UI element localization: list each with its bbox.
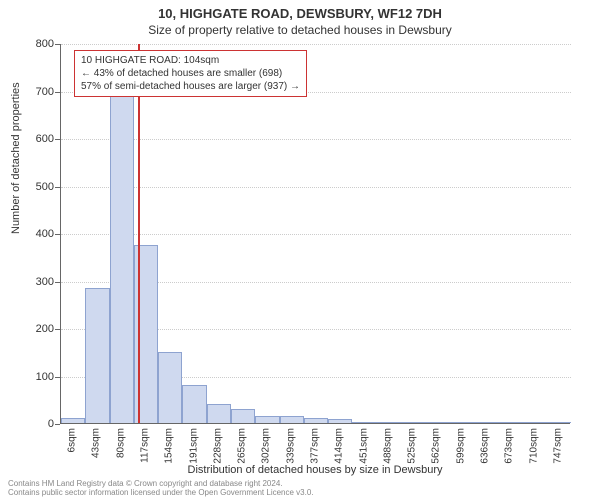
y-tick-label: 100 — [14, 371, 54, 383]
histogram-bar — [85, 288, 109, 423]
property-marker-line — [138, 44, 140, 423]
histogram-bar — [231, 409, 255, 423]
histogram-bar — [158, 352, 182, 423]
histogram-bar — [522, 422, 546, 423]
histogram-bar — [352, 422, 376, 423]
x-tick-label: 191sqm — [188, 428, 199, 464]
x-tick-label: 339sqm — [285, 428, 296, 464]
x-tick-label: 6sqm — [67, 428, 78, 452]
plot-region — [60, 44, 570, 424]
y-tick-label: 300 — [14, 276, 54, 288]
annotation-line: 57% of semi-detached houses are larger (… — [81, 80, 300, 93]
footer-line-2: Contains public sector information licen… — [8, 488, 314, 498]
x-tick-label: 414sqm — [334, 428, 345, 464]
histogram-bar — [498, 422, 522, 423]
x-tick-label: 228sqm — [212, 428, 223, 464]
histogram-bar — [377, 422, 401, 423]
x-tick-label: 636sqm — [480, 428, 491, 464]
x-tick-label: 673sqm — [504, 428, 515, 464]
histogram-bar — [425, 422, 449, 423]
histogram-bar — [328, 419, 352, 423]
y-tick-label: 200 — [14, 323, 54, 335]
histogram-bar — [182, 385, 206, 423]
y-tick-label: 0 — [14, 418, 54, 430]
histogram-bar — [304, 418, 328, 423]
histogram-bar — [474, 422, 498, 423]
x-tick-label: 302sqm — [261, 428, 272, 464]
x-tick-label: 80sqm — [115, 428, 126, 458]
footer-line-1: Contains HM Land Registry data © Crown c… — [8, 479, 314, 489]
histogram-bar — [61, 418, 85, 423]
x-tick-label: 43sqm — [91, 428, 102, 458]
x-axis-label: Distribution of detached houses by size … — [60, 464, 570, 476]
annotation-line: ← 43% of detached houses are smaller (69… — [81, 67, 300, 80]
chart-title-sub: Size of property relative to detached ho… — [0, 21, 600, 37]
x-tick-label: 747sqm — [552, 428, 563, 464]
histogram-bar — [207, 404, 231, 423]
x-tick-label: 599sqm — [455, 428, 466, 464]
y-tick-label: 700 — [14, 86, 54, 98]
chart-plot-area: 01002003004005006007008006sqm43sqm80sqm1… — [60, 44, 570, 424]
y-tick-label: 600 — [14, 133, 54, 145]
x-tick-label: 562sqm — [431, 428, 442, 464]
y-axis-label: Number of detached properties — [10, 82, 22, 234]
y-tick-label: 500 — [14, 181, 54, 193]
y-tick-label: 800 — [14, 38, 54, 50]
x-tick-label: 377sqm — [310, 428, 321, 464]
annotation-box: 10 HIGHGATE ROAD: 104sqm← 43% of detache… — [74, 50, 307, 97]
x-tick-label: 265sqm — [237, 428, 248, 464]
x-tick-label: 451sqm — [358, 428, 369, 464]
y-tick-label: 400 — [14, 228, 54, 240]
footer-attribution: Contains HM Land Registry data © Crown c… — [8, 479, 314, 498]
x-tick-label: 710sqm — [528, 428, 539, 464]
histogram-bar — [110, 91, 134, 424]
x-tick-label: 525sqm — [407, 428, 418, 464]
histogram-bar — [280, 416, 304, 423]
annotation-line: 10 HIGHGATE ROAD: 104sqm — [81, 54, 300, 67]
x-tick-label: 117sqm — [140, 428, 151, 463]
x-tick-label: 488sqm — [382, 428, 393, 464]
histogram-bar — [547, 422, 571, 423]
histogram-bar — [450, 422, 474, 423]
histogram-bar — [255, 416, 279, 423]
histogram-bar — [401, 422, 425, 423]
x-tick-label: 154sqm — [164, 428, 175, 464]
chart-title-main: 10, HIGHGATE ROAD, DEWSBURY, WF12 7DH — [0, 0, 600, 21]
